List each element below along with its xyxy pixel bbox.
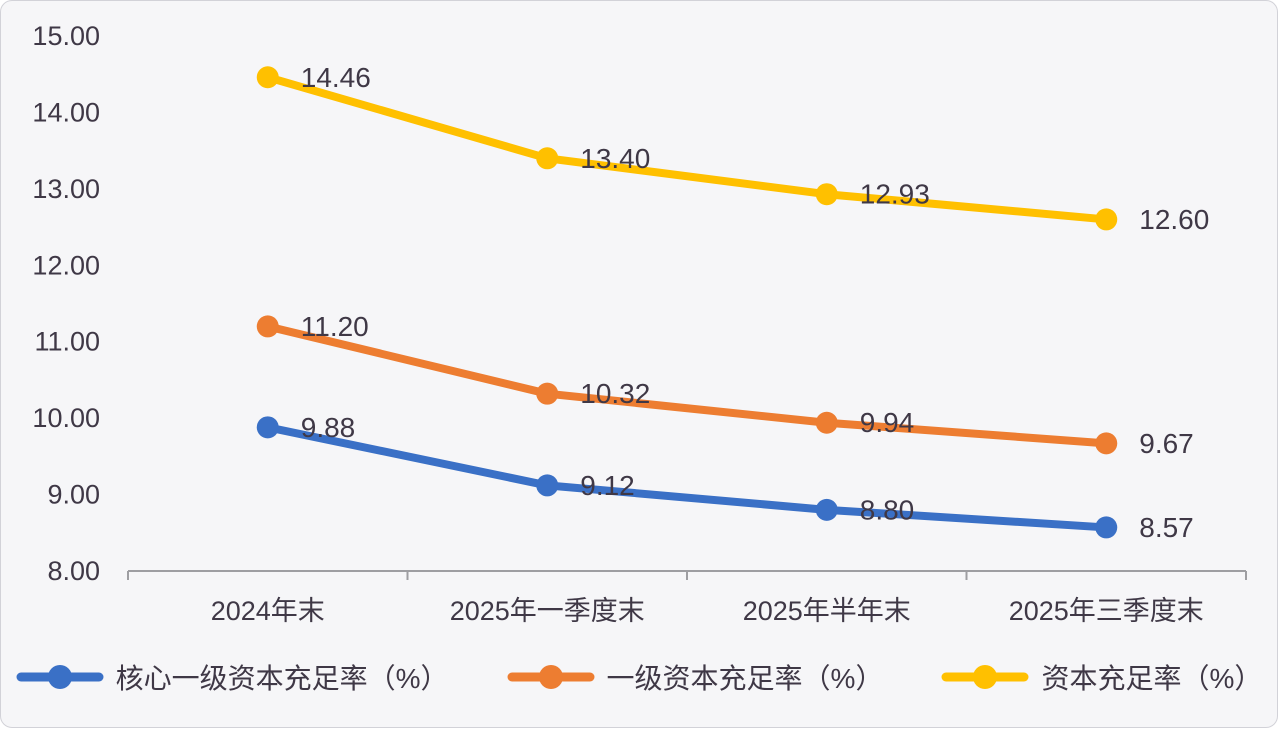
data-point-label: 8.57 [1139,512,1194,543]
data-point-label: 9.67 [1139,428,1194,459]
series-line-2 [263,73,1111,224]
x-axis-category-label: 2024年末 [211,596,325,626]
series-line-0 [263,423,1111,532]
data-point [536,382,559,405]
data-point [1095,516,1118,539]
data-point [256,416,279,439]
data-point-label: 9.94 [860,407,915,438]
legend-marker-icon [507,665,595,689]
legend-item-0: 核心一级资本充足率（%） [16,657,449,697]
data-point-label: 8.80 [860,494,915,525]
legend-label: 资本充足率（%） [1041,663,1263,694]
y-axis-tick-label: 12.00 [32,250,100,280]
data-point [256,66,279,89]
legend-item-2: 资本充足率（%） [941,657,1262,697]
legend-label: 一级资本充足率（%） [606,663,884,694]
data-point [256,315,279,338]
data-point-label: 12.60 [1139,204,1209,235]
legend-marker-icon [941,665,1029,689]
y-axis-tick-label: 15.00 [32,21,100,51]
legend-marker-icon [16,665,104,689]
data-point [1095,432,1118,455]
line-chart: 8.00 9.00 10.00 11.00 12.00 13.00 14.00 15.00 20… [32,21,1247,626]
y-axis-tick-label: 14.00 [32,97,100,127]
data-point-label: 14.46 [301,62,371,93]
y-axis-tick-label: 13.00 [32,174,100,204]
y-axis-tick-label: 9.00 [47,480,100,510]
data-point-label: 9.88 [301,412,356,443]
data-point [536,474,559,497]
data-point-label: 12.93 [860,179,930,210]
x-axis-category-label: 2025年一季度末 [450,596,645,626]
y-axis-tick-label: 8.00 [47,556,100,586]
data-point [1095,208,1118,231]
series-line-1 [263,322,1111,448]
y-axis-tick-label: 11.00 [34,327,100,357]
x-axis-category-label: 2025年三季度末 [1009,596,1204,626]
data-point [815,183,838,206]
legend-item-1: 一级资本充足率（%） [507,657,884,697]
x-axis-category-label: 2025年半年末 [743,596,911,626]
data-point-label: 9.12 [580,470,635,501]
data-point-label: 13.40 [580,143,650,174]
chart-legend: 核心一级资本充足率（%） 一级资本充足率（%） 资本充足率（%） [1,645,1277,709]
data-point-label: 11.20 [301,311,369,342]
data-point [815,498,838,521]
data-point [536,147,559,170]
data-point [815,411,838,434]
y-axis-tick-label: 10.00 [32,403,100,433]
legend-label: 核心一级资本充足率（%） [115,663,449,694]
data-point-label: 10.32 [580,378,650,409]
